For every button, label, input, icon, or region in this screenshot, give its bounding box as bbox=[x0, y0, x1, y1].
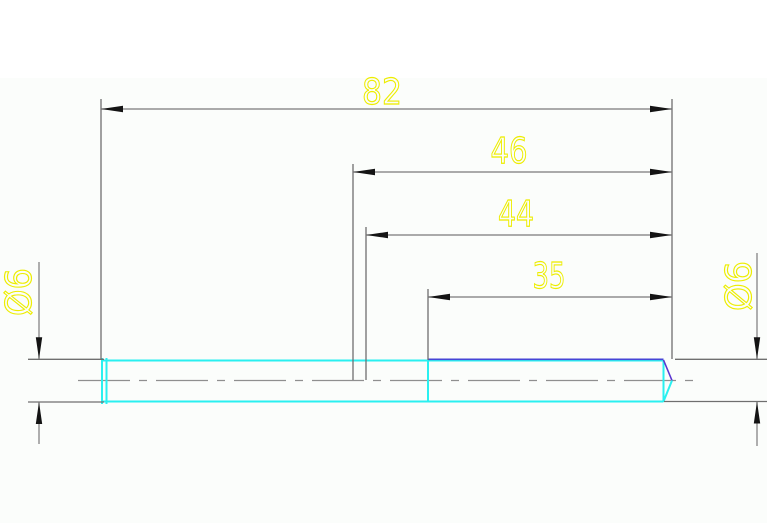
dim-46-arrowhead-right-icon bbox=[650, 168, 672, 176]
dia-left-label[interactable]: Ø6 bbox=[0, 267, 41, 316]
dim-overall-82: 82 bbox=[100, 71, 673, 359]
dim-35-arrowhead-left-icon bbox=[428, 293, 450, 301]
dim-82-label[interactable]: 82 bbox=[361, 71, 402, 113]
dim-thread-35: 35 bbox=[427, 255, 672, 360]
dim-length-46: 46 bbox=[352, 130, 672, 380]
dim-44-arrowhead-right-icon bbox=[650, 231, 672, 239]
dim-35-arrowhead-right-icon bbox=[650, 293, 672, 301]
dim-44-label[interactable]: 44 bbox=[497, 193, 534, 235]
dim-44-arrowhead-left-icon bbox=[366, 231, 388, 239]
dia-right-label[interactable]: Ø6 bbox=[718, 260, 760, 311]
right-chamfer-top-line[interactable] bbox=[662, 359, 673, 381]
dia-left-arrowhead-up-icon bbox=[35, 402, 43, 424]
dim-46-arrowhead-left-icon bbox=[353, 168, 375, 176]
dim-length-44: 44 bbox=[365, 193, 672, 380]
dim-diameter-left: Ø6 bbox=[0, 262, 104, 444]
drawing-background bbox=[0, 78, 767, 523]
dia-right-arrowhead-down-icon bbox=[753, 337, 761, 360]
dim-82-arrowhead-right-icon bbox=[650, 105, 672, 113]
dim-35-label[interactable]: 35 bbox=[532, 255, 566, 297]
shaft-part bbox=[78, 358, 698, 404]
dia-left-arrowhead-down-icon bbox=[35, 337, 43, 360]
dim-46-label[interactable]: 46 bbox=[490, 130, 528, 172]
dim-diameter-right: Ø6 bbox=[664, 253, 767, 446]
right-chamfer-bottom-line[interactable] bbox=[662, 380, 673, 402]
dim-82-arrowhead-left-icon bbox=[101, 105, 123, 113]
dia-right-arrowhead-up-icon bbox=[753, 401, 761, 424]
